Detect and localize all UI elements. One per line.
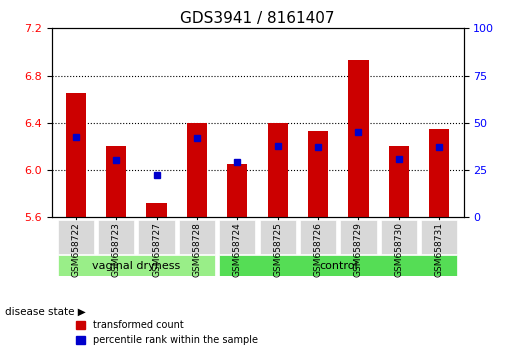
Title: GDS3941 / 8161407: GDS3941 / 8161407	[180, 11, 335, 26]
Bar	[146, 203, 167, 217]
FancyBboxPatch shape	[139, 220, 175, 254]
Bar	[106, 146, 126, 217]
Text: GSM658725: GSM658725	[273, 222, 282, 277]
Bar	[268, 123, 288, 217]
Bar	[389, 146, 409, 217]
Bar	[227, 164, 247, 217]
Text: GSM658724: GSM658724	[233, 222, 242, 276]
FancyBboxPatch shape	[300, 220, 336, 254]
Text: GSM658730: GSM658730	[394, 222, 403, 277]
FancyBboxPatch shape	[58, 256, 215, 276]
FancyBboxPatch shape	[260, 220, 296, 254]
Bar	[308, 131, 328, 217]
Bar	[348, 60, 369, 217]
FancyBboxPatch shape	[58, 220, 94, 254]
Text: disease state ▶: disease state ▶	[5, 307, 86, 316]
Text: GSM658728: GSM658728	[193, 222, 201, 277]
FancyBboxPatch shape	[340, 220, 376, 254]
Text: GSM658731: GSM658731	[435, 222, 444, 277]
Text: GSM658722: GSM658722	[71, 222, 80, 276]
Legend: transformed count, percentile rank within the sample: transformed count, percentile rank withi…	[72, 316, 262, 349]
FancyBboxPatch shape	[219, 256, 457, 276]
Bar	[187, 123, 207, 217]
FancyBboxPatch shape	[179, 220, 215, 254]
FancyBboxPatch shape	[219, 220, 255, 254]
Text: control: control	[319, 261, 357, 271]
Bar	[65, 93, 86, 217]
Text: vaginal dryness: vaginal dryness	[92, 261, 180, 271]
Text: GSM658729: GSM658729	[354, 222, 363, 277]
Bar	[429, 129, 450, 217]
FancyBboxPatch shape	[98, 220, 134, 254]
FancyBboxPatch shape	[421, 220, 457, 254]
Text: GSM658727: GSM658727	[152, 222, 161, 277]
Text: GSM658723: GSM658723	[112, 222, 121, 277]
FancyBboxPatch shape	[381, 220, 417, 254]
Text: GSM658726: GSM658726	[314, 222, 322, 277]
